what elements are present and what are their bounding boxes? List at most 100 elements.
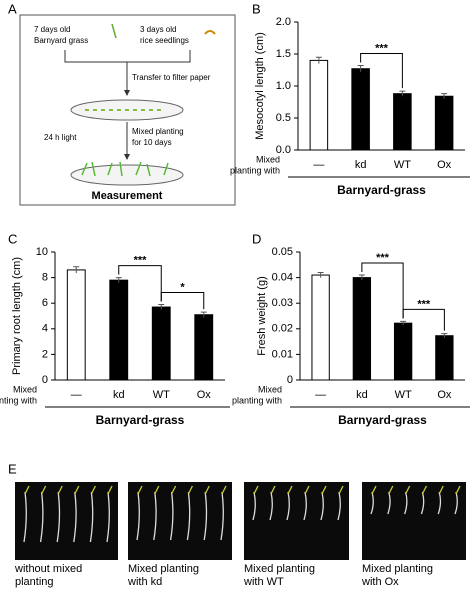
x-tick-label: kd xyxy=(356,389,368,401)
error-bar xyxy=(357,65,364,72)
bar xyxy=(109,279,129,381)
seedling xyxy=(337,491,341,521)
y-tick-label: 4 xyxy=(42,323,48,335)
seedling-leaf xyxy=(405,485,411,495)
diagram-text: rice seedlings xyxy=(140,36,189,45)
y-tick-label: 0 xyxy=(287,374,293,386)
seedling-leaf xyxy=(455,485,461,495)
bar xyxy=(393,322,413,381)
significance-label: * xyxy=(180,281,185,293)
error-bar xyxy=(200,311,207,318)
photo-caption: with WT xyxy=(243,576,284,588)
x-tick-label: Ox xyxy=(197,389,212,401)
seedling xyxy=(153,491,157,541)
y-tick-label: 0 xyxy=(42,374,48,386)
y-axis-label: Primary root length (cm) xyxy=(11,257,23,375)
x-axis-label: planting with xyxy=(230,165,280,175)
y-axis-label: Mesocotyl length (cm) xyxy=(254,32,266,140)
x-axis-label: Mixed xyxy=(258,384,282,394)
diagram-text: Mixed planting xyxy=(132,127,184,136)
seedling xyxy=(252,491,256,521)
seedling-leaf xyxy=(270,485,276,495)
seedling xyxy=(136,491,140,541)
significance-label: *** xyxy=(417,298,431,310)
bar xyxy=(311,274,330,381)
connector xyxy=(64,50,191,94)
bar xyxy=(194,314,214,381)
seedling xyxy=(73,491,77,543)
y-tick-label: 1.0 xyxy=(276,80,291,92)
seedling xyxy=(203,491,208,541)
x-tick-label: WT xyxy=(394,159,411,171)
y-tick-label: 0.05 xyxy=(272,246,293,258)
x-axis-label: planting with xyxy=(0,395,37,405)
significance-label: *** xyxy=(134,255,148,267)
significance-bracket xyxy=(402,308,445,331)
bar xyxy=(351,68,370,151)
dish xyxy=(70,164,184,186)
icon xyxy=(204,30,216,35)
bar xyxy=(393,93,412,151)
photo xyxy=(244,482,349,560)
diagram-text: for 10 days xyxy=(132,138,172,147)
photo-caption: without mixed xyxy=(14,563,82,575)
seedling xyxy=(286,491,290,521)
photo-caption: Mixed planting xyxy=(244,563,315,575)
seedling-leaf xyxy=(287,485,293,495)
y-tick-label: 1.5 xyxy=(276,48,291,60)
seedling xyxy=(106,491,110,543)
group-label: Barnyard-grass xyxy=(338,413,427,427)
seedling-leaf xyxy=(107,485,113,495)
seedling xyxy=(303,491,307,521)
seedling-leaf xyxy=(57,485,63,495)
seedling-leaf xyxy=(421,485,427,495)
x-tick-label: — xyxy=(315,389,326,401)
error-bar xyxy=(399,90,406,97)
diagram-title: Measurement xyxy=(92,190,163,202)
panel-label: B xyxy=(252,1,261,16)
error-bar xyxy=(441,333,448,338)
diagram-text: 24 h light xyxy=(44,133,77,142)
arrow xyxy=(124,90,130,96)
x-axis-label: planting with xyxy=(232,395,282,405)
seedling-leaf xyxy=(187,485,193,495)
y-tick-label: 0.04 xyxy=(272,272,293,284)
seedling xyxy=(39,491,44,543)
photo-caption: with Ox xyxy=(361,576,399,588)
significance-bracket xyxy=(118,265,162,302)
seedling-leaf xyxy=(221,485,227,495)
x-tick-label: kd xyxy=(355,159,367,171)
diagram-text: 7 days old xyxy=(34,25,70,34)
panel-label: C xyxy=(8,231,17,246)
bar xyxy=(352,277,372,381)
x-tick-label: — xyxy=(313,159,324,171)
x-axis-label: Mixed xyxy=(256,154,280,164)
seedling-leaf xyxy=(438,485,444,495)
seedling-leaf xyxy=(304,485,310,495)
x-tick-label: WT xyxy=(395,389,412,401)
error-bar xyxy=(315,56,322,64)
significance-bracket xyxy=(361,262,404,319)
seedling-leaf xyxy=(388,485,394,495)
seedling xyxy=(186,491,191,541)
y-tick-label: 0.01 xyxy=(272,348,293,360)
significance-label: *** xyxy=(376,252,390,264)
seedling xyxy=(320,491,324,521)
significance-label: *** xyxy=(375,42,389,54)
x-axis-label: Mixed xyxy=(13,384,37,394)
x-tick-label: WT xyxy=(153,389,170,401)
photo-caption: Mixed planting xyxy=(128,563,199,575)
error-bar xyxy=(115,277,122,283)
diagram-text: Transfer to filter paper xyxy=(132,73,211,82)
error-bar xyxy=(73,266,80,274)
arrow xyxy=(124,154,130,160)
seedling xyxy=(56,491,61,543)
y-tick-label: 2 xyxy=(42,348,48,360)
y-tick-label: 8 xyxy=(42,272,48,284)
seedling-leaf xyxy=(253,485,259,495)
diagram-box xyxy=(19,14,236,206)
x-tick-label: kd xyxy=(113,389,125,401)
seedling xyxy=(169,491,174,541)
panel-label: D xyxy=(252,231,261,246)
seedling-leaf xyxy=(24,485,30,495)
